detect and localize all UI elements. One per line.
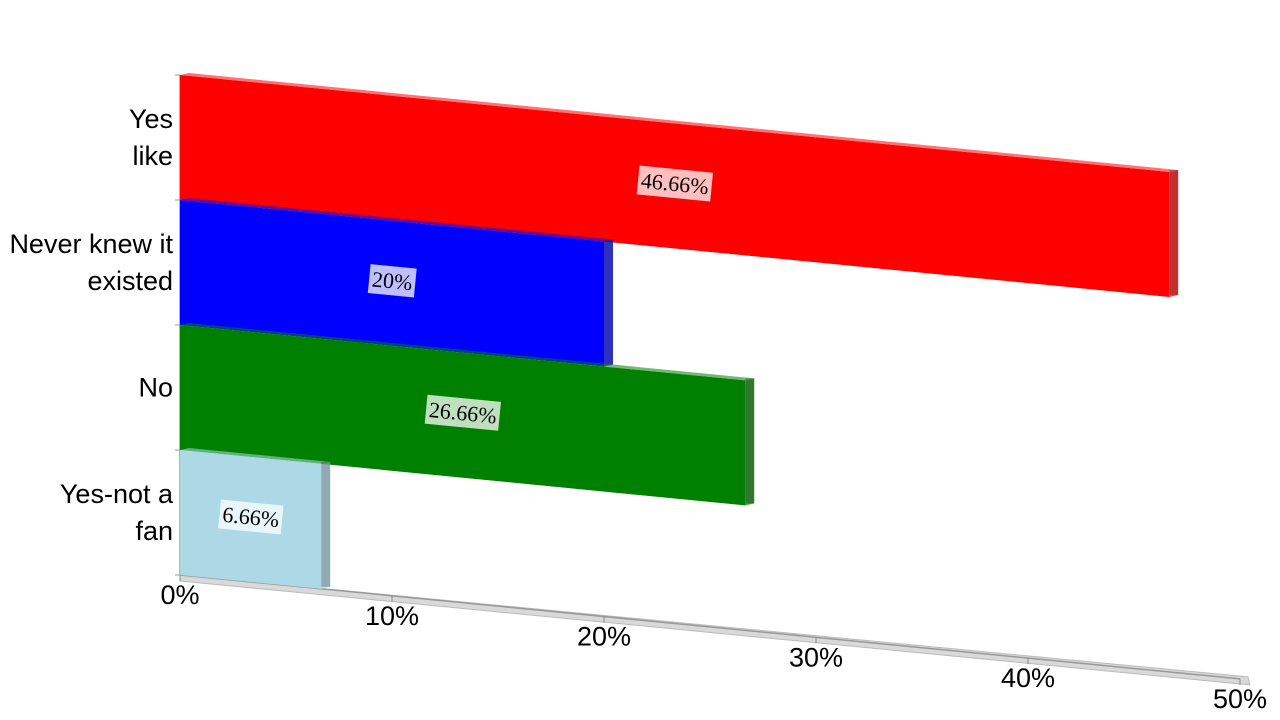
bar-top-face	[180, 198, 613, 242]
value-label: 20%	[367, 264, 417, 298]
bar-side-face	[1169, 169, 1179, 297]
bar-top-face	[180, 448, 331, 464]
y-tick-label: No	[138, 372, 173, 402]
y-tick-label: Yes-not a fan	[59, 478, 173, 546]
x-tick-label: 20%	[577, 622, 631, 652]
value-label-box	[218, 499, 284, 535]
value-label-text: 6.66%	[221, 502, 280, 532]
x-tick-label: 10%	[365, 601, 419, 631]
value-label: 26.66%	[424, 394, 501, 431]
value-label-box	[424, 394, 501, 431]
x-tick-label: 50%	[1213, 684, 1267, 714]
value-label-text: 20%	[371, 266, 414, 295]
y-tick-label: Yes like	[128, 103, 173, 171]
y-tick-label: Never knew it existed	[9, 228, 173, 296]
x-axis-line	[179, 574, 1241, 680]
bar-side-shade	[745, 378, 755, 504]
value-label: 6.66%	[218, 499, 284, 535]
x-tick-label: 30%	[789, 642, 843, 672]
bar-top-face	[180, 73, 1179, 172]
bar-top-face	[180, 323, 755, 381]
bar-side-shade	[321, 461, 331, 587]
bar-side-face	[321, 461, 331, 589]
bar-side-shade	[1169, 169, 1179, 295]
x-tick-label: 0%	[160, 580, 199, 610]
value-label-box	[367, 264, 417, 298]
value-label: 46.66%	[636, 165, 713, 202]
bar-side-face	[604, 239, 613, 367]
value-label-box	[636, 165, 713, 202]
x-tick-label: 40%	[1001, 663, 1055, 693]
bar-side-shade	[604, 239, 613, 365]
bar-side-face	[745, 378, 755, 506]
